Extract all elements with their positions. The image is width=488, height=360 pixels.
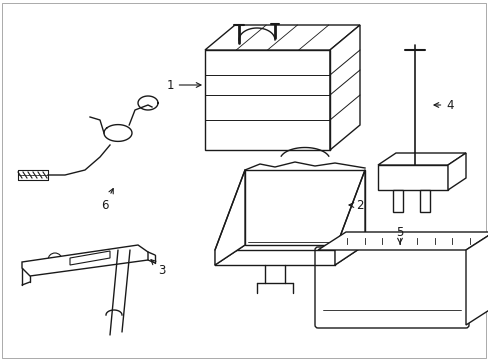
Text: 3: 3 xyxy=(151,260,165,276)
Polygon shape xyxy=(244,170,364,245)
Text: 6: 6 xyxy=(101,189,113,212)
Polygon shape xyxy=(447,153,465,190)
Polygon shape xyxy=(419,190,429,212)
Polygon shape xyxy=(70,251,110,265)
Polygon shape xyxy=(465,232,488,325)
Text: 4: 4 xyxy=(433,99,453,112)
Polygon shape xyxy=(392,190,402,212)
Text: 1: 1 xyxy=(166,78,201,91)
Polygon shape xyxy=(22,245,148,276)
Polygon shape xyxy=(317,232,488,250)
Polygon shape xyxy=(204,50,329,150)
Polygon shape xyxy=(334,170,364,265)
Text: 5: 5 xyxy=(395,225,403,244)
Text: 2: 2 xyxy=(348,198,363,212)
Polygon shape xyxy=(329,25,359,150)
Polygon shape xyxy=(215,170,244,265)
Polygon shape xyxy=(204,25,359,50)
FancyBboxPatch shape xyxy=(314,247,468,328)
Polygon shape xyxy=(377,165,447,190)
Polygon shape xyxy=(377,153,465,165)
